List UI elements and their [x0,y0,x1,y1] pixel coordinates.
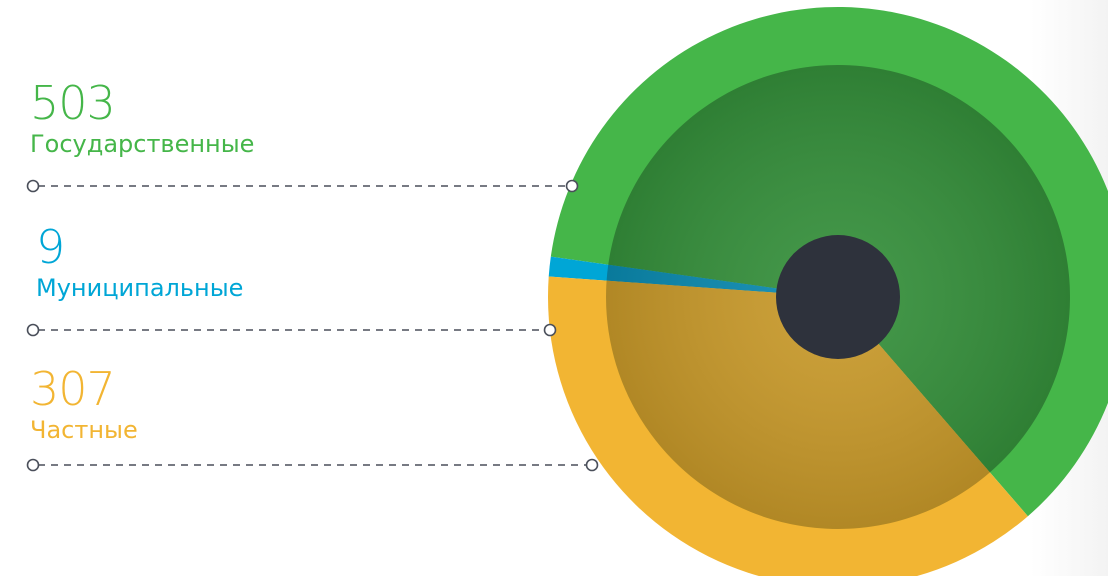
leader-dot-private-end [585,458,599,472]
label-private: 307 Частные [30,366,138,442]
pie-center-hub [776,235,900,359]
leader-dot-municipal-start [26,323,40,337]
category-label-state: Государственные [30,130,255,158]
category-label-municipal: Муниципальные [36,274,244,302]
leader-dot-private-start [26,458,40,472]
label-municipal: 9 Муниципальные [36,224,243,300]
value-label-private: 307 [30,362,116,416]
leader-lines [26,179,599,472]
category-label-private: Частные [30,416,138,444]
leader-dot-state-end [565,179,579,193]
label-state: 503 Государственные [30,80,254,156]
value-label-municipal: 9 [36,220,65,274]
leader-dot-state-start [26,179,40,193]
value-label-state: 503 [30,76,116,130]
leader-dot-municipal-end [543,323,557,337]
